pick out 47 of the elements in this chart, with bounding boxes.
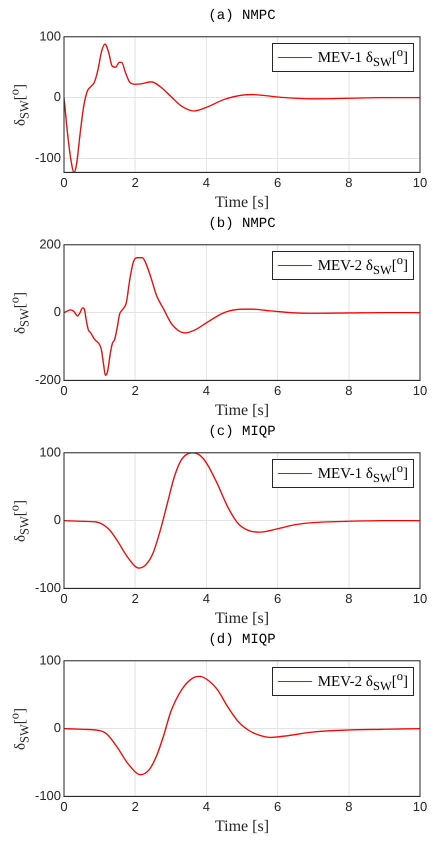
x-tick-label: 10	[412, 590, 428, 606]
x-tick-label: 2	[132, 590, 139, 606]
x-tick-label: 6	[274, 590, 282, 606]
chart-title: (b) NMPC	[208, 216, 276, 232]
x-tick-label: 2	[132, 174, 139, 190]
y-tick-label: 0	[54, 304, 62, 320]
chart-title: (d) MIQP	[208, 632, 276, 648]
x-tick-label: 10	[412, 798, 428, 814]
x-tick-label: 8	[345, 382, 352, 398]
x-tick-label: 8	[345, 798, 352, 814]
line-series	[64, 676, 420, 776]
y-tick-label: -100	[34, 788, 62, 803]
x-tick-label: 10	[412, 382, 428, 398]
x-axis-title: Time [s]	[214, 194, 270, 212]
legend-label: MEV-1 δ$_{SW}$[$^{o}$]	[318, 44, 408, 70]
line-series	[64, 257, 420, 376]
y-tick-label: 100	[39, 444, 62, 460]
x-tick-label: 4	[202, 174, 210, 190]
x-tick-label: 4	[202, 590, 210, 606]
x-tick-label: 6	[274, 382, 282, 398]
line-series	[64, 452, 420, 569]
y-tick-label: 0	[54, 512, 62, 528]
x-tick-label: 6	[274, 798, 282, 814]
x-tick-label: 4	[202, 798, 210, 814]
y-tick-label: -100	[34, 580, 62, 595]
y-tick-label: 100	[39, 652, 62, 668]
y-tick-label: 0	[54, 720, 62, 736]
legend-label: MEV-1 δ$_{SW}$[$^{o}$]	[318, 460, 408, 486]
y-tick-label: -100	[34, 150, 62, 165]
x-tick-label: 4	[202, 382, 210, 398]
y-tick-label: 200	[39, 236, 62, 252]
x-tick-label: 2	[132, 798, 139, 814]
x-axis-title: Time [s]	[214, 402, 270, 420]
y-tick-label: 0	[54, 89, 62, 104]
y-tick-label: -200	[34, 372, 62, 387]
x-tick-label: 10	[412, 174, 428, 190]
x-axis-title: Time [s]	[214, 818, 270, 836]
x-axis-title: Time [s]	[214, 610, 270, 628]
y-tick-label: 100	[39, 28, 62, 44]
x-tick-label: 8	[345, 174, 352, 190]
chart-title: (a) NMPC	[208, 8, 276, 24]
legend-label: MEV-2 δ$_{SW}$[$^{o}$]	[318, 668, 408, 694]
x-tick-label: 6	[274, 174, 282, 190]
x-tick-label: 8	[345, 590, 352, 606]
x-tick-label: 2	[132, 382, 139, 398]
chart-title: (c) MIQP	[208, 424, 276, 440]
legend-label: MEV-2 δ$_{SW}$[$^{o}$]	[318, 252, 408, 278]
